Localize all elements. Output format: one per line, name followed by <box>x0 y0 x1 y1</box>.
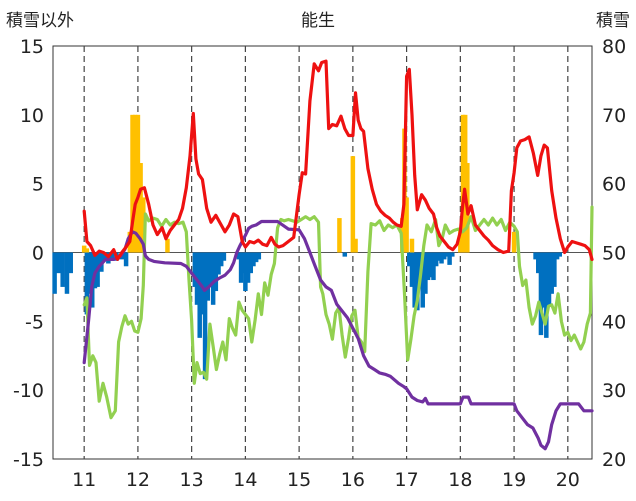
chart-bar <box>197 252 202 338</box>
chart-bar <box>123 252 129 267</box>
chart-bar <box>221 252 227 261</box>
chart-bar <box>64 252 70 294</box>
chart-bar <box>135 114 141 253</box>
left-tick-label: -5 <box>25 311 44 333</box>
x-tick-label: 11 <box>72 469 96 491</box>
chart-bar <box>554 252 560 260</box>
chart-bar <box>444 252 450 257</box>
series-line <box>82 205 594 420</box>
chart-bar <box>450 252 455 257</box>
chart-bar <box>216 252 221 275</box>
x-tick-label: 15 <box>287 469 311 491</box>
chart-bar <box>130 114 135 253</box>
chart-bar <box>409 238 415 253</box>
chart-bar <box>552 252 557 287</box>
x-tick-label: 17 <box>395 469 419 491</box>
chart-title: 能生 <box>301 11 335 31</box>
chart-bar <box>109 252 115 261</box>
chart-bar <box>350 156 356 253</box>
series-line <box>82 59 594 261</box>
chart-bar <box>68 252 73 274</box>
x-tick-label: 16 <box>341 469 365 491</box>
chart-bar <box>60 252 65 287</box>
chart-bar <box>56 252 61 274</box>
chart-bar <box>425 252 431 281</box>
chart-bar <box>205 252 211 301</box>
right-tick-label: 70 <box>602 105 626 127</box>
left-tick-label: 0 <box>32 243 44 265</box>
x-tick-label: 19 <box>502 469 526 491</box>
chart-bar <box>541 252 546 308</box>
right-tick-label: 80 <box>602 36 626 58</box>
chart-bar <box>102 252 107 261</box>
right-tick-label: 60 <box>602 174 626 196</box>
chart-bar <box>52 252 57 294</box>
chart-bar <box>213 252 219 292</box>
chart-bar <box>337 218 342 253</box>
chart-bar <box>511 231 517 253</box>
chart-bar <box>436 252 442 261</box>
chart-bar <box>533 252 538 260</box>
chart-bar <box>549 252 554 294</box>
left-tick-label: -10 <box>13 380 44 402</box>
chart-bar <box>84 248 90 253</box>
right-axis-label: 積雪 <box>596 11 630 31</box>
right-tick-label: 20 <box>602 449 626 471</box>
chart-bar <box>407 252 412 267</box>
right-tick-label: 50 <box>602 243 626 265</box>
x-tick-label: 13 <box>180 469 204 491</box>
chart-bar <box>412 252 417 308</box>
x-tick-label: 20 <box>556 469 580 491</box>
chart-bar <box>557 252 563 257</box>
chart-bar <box>458 227 463 253</box>
chart-bar <box>248 252 254 274</box>
chart-bar <box>404 197 409 253</box>
chart-bar <box>87 252 92 294</box>
chart-bar <box>415 252 420 311</box>
x-tick-label: 14 <box>233 469 257 491</box>
chart-bar <box>165 238 170 253</box>
right-tick-label: 40 <box>602 311 626 333</box>
chart-bar <box>538 252 544 336</box>
series-line <box>82 219 594 451</box>
left-tick-label: -15 <box>13 449 44 471</box>
chart-bar <box>200 252 205 315</box>
chart-bar <box>253 252 259 263</box>
chart-bar <box>210 252 216 305</box>
left-tick-label: 15 <box>20 36 44 58</box>
chart-bar <box>428 252 434 278</box>
chart-bar <box>423 252 428 294</box>
chart-bar <box>433 252 439 267</box>
chart-bar <box>208 252 213 287</box>
chart-bar <box>202 252 208 380</box>
chart-bar <box>132 114 138 253</box>
chart-bar <box>441 252 447 260</box>
x-tick-label: 12 <box>126 469 150 491</box>
chart-bar <box>353 238 358 253</box>
x-tick-label: 18 <box>448 469 472 491</box>
chart-bar <box>544 252 549 338</box>
chart-bar <box>256 252 262 260</box>
chart-bar <box>84 252 90 315</box>
chart-bar <box>243 252 248 292</box>
right-tick-label: 30 <box>602 380 626 402</box>
left-axis-label: 積雪以外 <box>6 11 74 31</box>
chart-bar <box>141 197 146 253</box>
chart-bar <box>420 252 425 308</box>
chart-bar <box>245 252 251 283</box>
chart-bar <box>546 252 552 305</box>
chart-bar <box>447 252 452 265</box>
chart-bar <box>409 252 415 287</box>
chart-bar <box>81 245 87 253</box>
chart-bar <box>218 252 224 267</box>
chart-bar <box>138 163 143 253</box>
chart-bar <box>536 252 541 274</box>
chart-bar <box>439 252 444 264</box>
chart-bar <box>251 252 256 267</box>
chart-bar <box>342 252 348 257</box>
chart-bar <box>431 252 436 281</box>
left-tick-label: 5 <box>32 174 44 196</box>
left-tick-label: 10 <box>20 105 44 127</box>
